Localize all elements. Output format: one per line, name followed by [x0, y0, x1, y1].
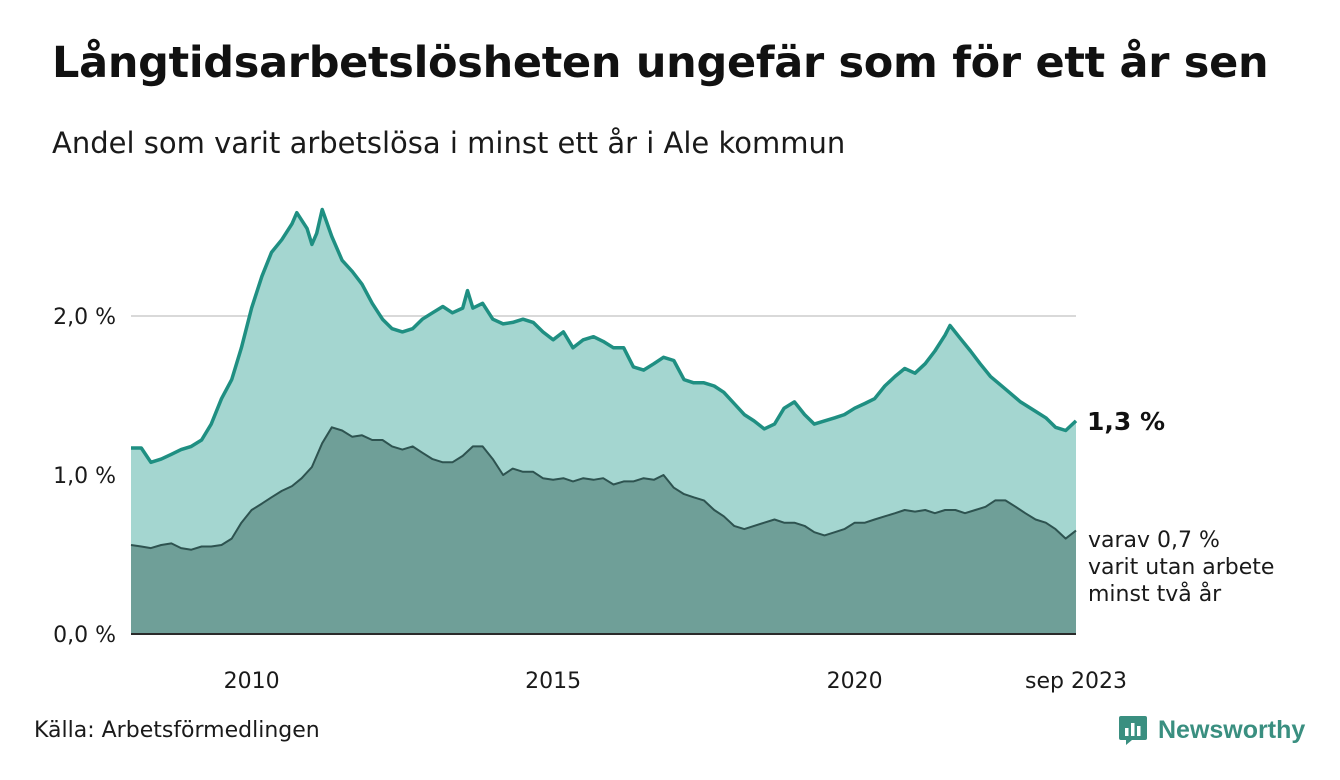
end-label-two-year-line-1: varit utan arbete — [1088, 555, 1274, 580]
x-tick-label-2: 2020 — [827, 669, 883, 694]
chart: 0,0 % 1,0 % 2,0 % 2010 2015 2020 sep 2023 1,3 %… — [53, 207, 1274, 694]
x-tick-label-0: 2010 — [224, 669, 280, 694]
end-label-two-year-line-2: minst två år — [1088, 581, 1222, 607]
line-two-year — [130, 426, 1077, 551]
end-label-total: 1,3 % — [1087, 407, 1165, 436]
brand-name: Newsworthy — [1158, 715, 1306, 744]
chart-subtitle: Andel som varit arbetslösa i minst ett å… — [52, 126, 846, 160]
end-label-two-year-line-0: varav 0,7 % — [1088, 528, 1220, 553]
source-note: Källa: Arbetsförmedlingen — [34, 718, 320, 743]
y-tick-label-0: 0,0 % — [53, 623, 116, 648]
brand: Newsworthy — [1118, 714, 1305, 746]
y-tick-label-2: 2,0 % — [53, 305, 116, 330]
y-tick-label-1: 1,0 % — [53, 464, 116, 489]
area-two-year — [131, 427, 1076, 634]
x-tick-label-1: 2015 — [525, 669, 581, 694]
x-tick-label-3: sep 2023 — [1025, 669, 1127, 694]
newsworthy-logo-icon — [1119, 716, 1147, 745]
chart-title: Långtidsarbetslösheten ungefär som för e… — [52, 38, 1269, 88]
line-total — [131, 207, 1078, 465]
